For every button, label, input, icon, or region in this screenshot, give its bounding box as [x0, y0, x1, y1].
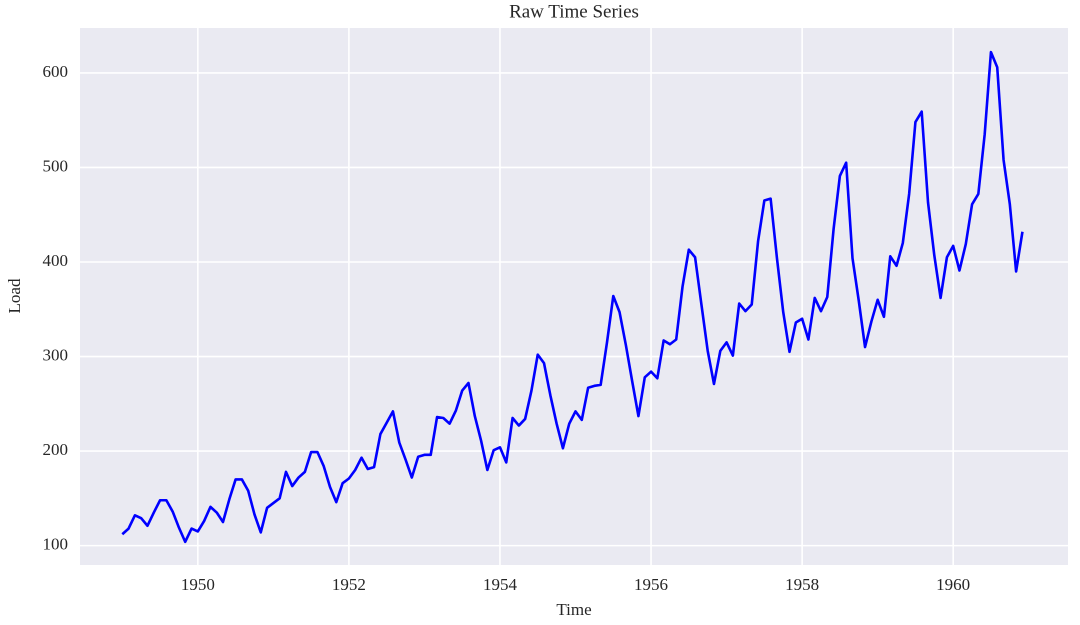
x-tick-label: 1954: [483, 575, 518, 594]
x-tick-label: 1956: [634, 575, 668, 594]
y-tick-label: 500: [43, 156, 69, 175]
y-tick-label: 200: [43, 440, 69, 459]
y-tick-label: 600: [43, 62, 69, 81]
chart-title: Raw Time Series: [509, 1, 639, 22]
y-axis-label: Load: [5, 278, 24, 313]
x-axis-label: Time: [556, 600, 591, 619]
plot-area: [80, 28, 1068, 565]
x-tick-label: 1952: [332, 575, 366, 594]
y-tick-label: 400: [43, 251, 69, 270]
y-tick-label: 100: [43, 535, 69, 554]
x-tick-label: 1950: [181, 575, 215, 594]
x-tick-label: 1958: [785, 575, 819, 594]
x-tick-label: 1960: [936, 575, 970, 594]
line-series: [121, 50, 1024, 544]
y-tick-label: 300: [43, 345, 69, 364]
